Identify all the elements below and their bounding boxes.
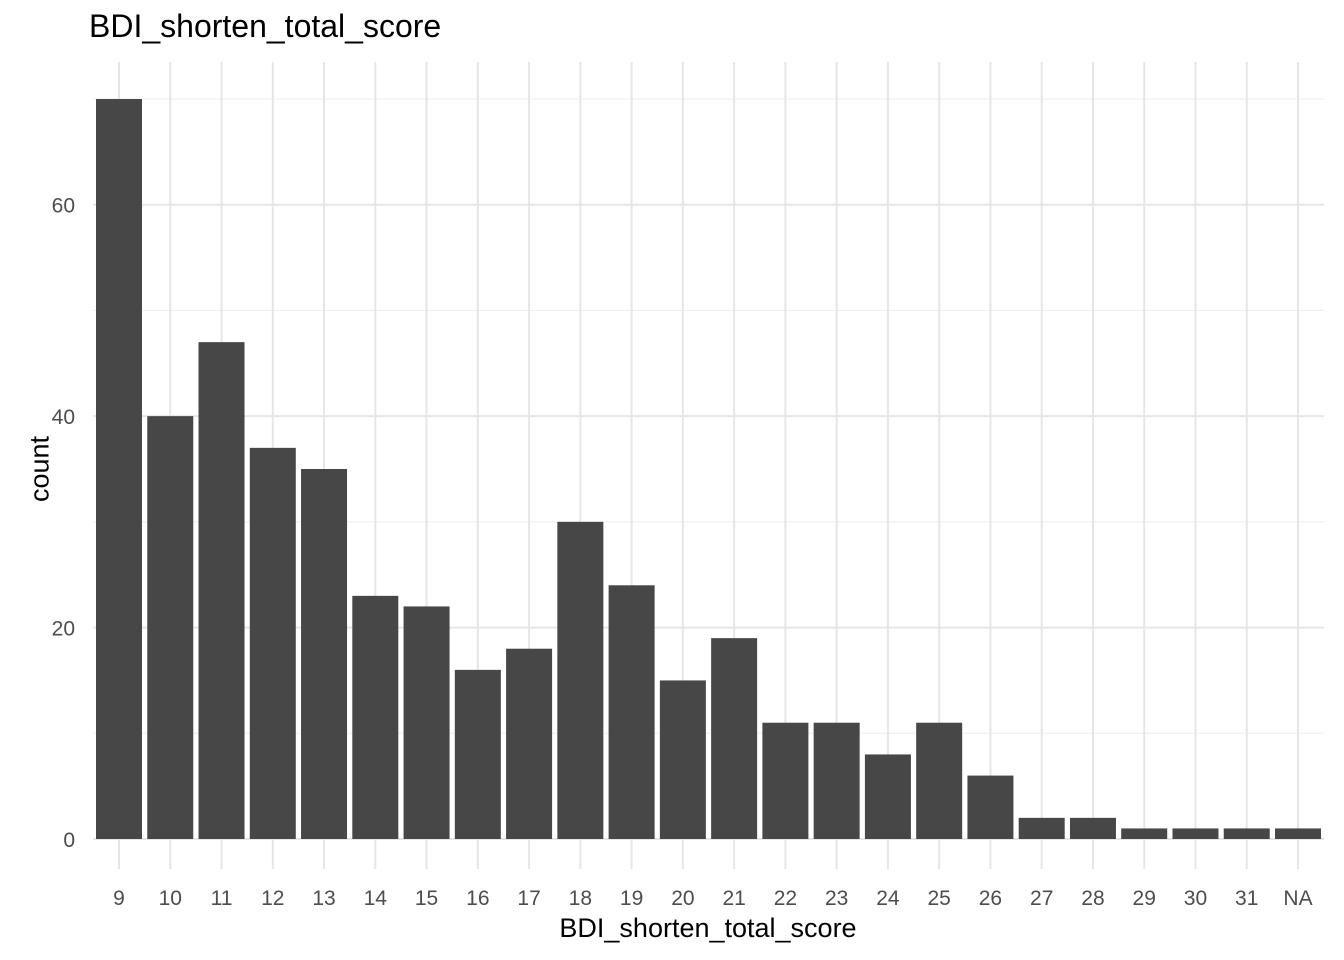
- x-tick-label: 13: [312, 887, 335, 910]
- x-tick-label: 19: [620, 887, 643, 910]
- x-tick-label: 21: [722, 887, 745, 910]
- x-tick-label: 24: [876, 887, 900, 910]
- bar-10: [147, 416, 194, 839]
- x-tick-label: 18: [569, 887, 592, 910]
- y-tick-label: 20: [52, 618, 75, 641]
- x-tick-label: 30: [1184, 887, 1207, 910]
- bar-16: [454, 669, 501, 839]
- bar-29: [1121, 828, 1168, 839]
- bar-13: [301, 469, 348, 839]
- x-tick-label: 11: [211, 887, 233, 910]
- bar-31: [1223, 828, 1270, 839]
- bar-27: [1018, 817, 1065, 839]
- bar-25: [916, 722, 963, 839]
- bar-9: [96, 99, 142, 839]
- y-tick-label: 60: [52, 195, 75, 218]
- x-tick-label: 14: [364, 887, 388, 910]
- x-tick-labels: 9 10 11 12 13 14 15 16 17 18 19 20 21 22 23 24 25 26 27 28 2…: [113, 887, 1312, 910]
- x-axis-label: BDI_shorten_total_score: [559, 913, 857, 943]
- x-tick-label: 28: [1081, 887, 1104, 910]
- x-tick-label: 15: [415, 887, 438, 910]
- x-tick-label: 26: [979, 887, 1002, 910]
- y-tick-labels: 0 20 40 60: [52, 195, 75, 852]
- bar-22: [762, 722, 809, 839]
- x-tick-label: 31: [1235, 887, 1258, 910]
- bar-14: [352, 595, 399, 839]
- bar-19: [608, 585, 655, 839]
- bar-18: [557, 521, 604, 839]
- x-tick-label: 17: [517, 887, 540, 910]
- y-tick-label: 40: [52, 406, 75, 429]
- bar-26: [967, 775, 1014, 839]
- x-tick-label: 20: [671, 887, 694, 910]
- x-tick-label: 22: [774, 887, 797, 910]
- bar-12: [249, 447, 296, 839]
- bar-NA: [1275, 828, 1321, 839]
- bar-20: [659, 680, 706, 839]
- y-axis-label: count: [24, 435, 55, 503]
- x-tick-label: 29: [1133, 887, 1156, 910]
- bar-24: [864, 754, 911, 839]
- bar-21: [711, 638, 758, 839]
- x-tick-label: NA: [1283, 887, 1312, 910]
- bar-15: [403, 606, 450, 839]
- bars-layer: [96, 99, 1321, 839]
- y-tick-label: 0: [63, 829, 75, 852]
- x-tick-label: 10: [159, 887, 182, 910]
- x-tick-label: 27: [1030, 887, 1053, 910]
- x-tick-label: 23: [825, 887, 848, 910]
- bar-28: [1069, 817, 1116, 839]
- bar-30: [1172, 828, 1219, 839]
- chart-title: BDI_shorten_total_score: [89, 8, 442, 44]
- x-tick-label: 16: [466, 887, 489, 910]
- x-tick-label: 12: [261, 887, 284, 910]
- x-tick-label: 9: [113, 887, 125, 910]
- x-tick-label: 25: [927, 887, 950, 910]
- bar-23: [813, 722, 860, 839]
- bar-11: [198, 342, 245, 839]
- bar-17: [506, 648, 553, 839]
